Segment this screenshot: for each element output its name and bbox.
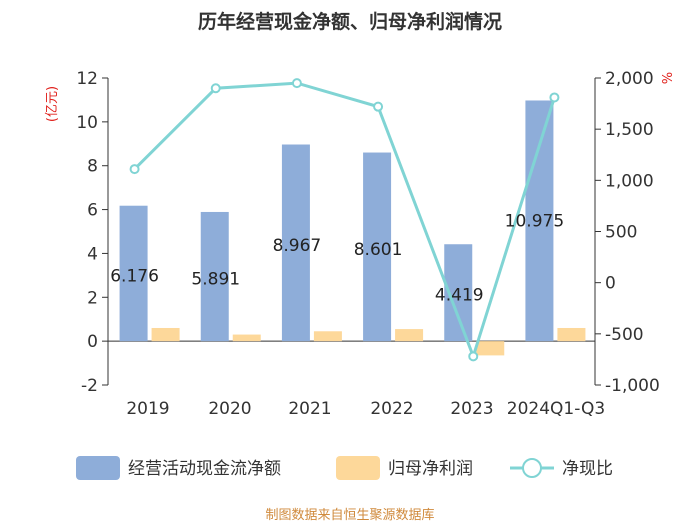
cash-flow-data-label: 5.891 (191, 270, 240, 290)
ratio-point (549, 92, 560, 103)
right-tick-label: 0 (605, 274, 616, 294)
cash-flow-bar (200, 211, 229, 342)
x-tick-label: 2019 (126, 399, 169, 419)
legend-label-net-profit[interactable]: 归母净利润 (388, 459, 473, 479)
legend[interactable]: 经营活动现金流净额 归母净利润 净现比 (76, 456, 613, 480)
legend-swatch-cash-flow[interactable] (76, 456, 120, 480)
data-labels: 6.176 5.891 8.967 8.601 4.419 10.975 (110, 211, 564, 305)
ratio-line-series (129, 78, 560, 362)
source-note: 制图数据来自恒生聚源数据库 (265, 507, 434, 523)
left-axis-unit: (亿元) (45, 86, 60, 122)
left-tick-label: -2 (81, 376, 98, 396)
cash-flow-bar (281, 144, 310, 342)
left-tick-label: 10 (76, 113, 98, 133)
right-tick-label: -500 (605, 325, 644, 345)
left-tick-label: 0 (87, 332, 98, 352)
ratio-point (129, 164, 140, 175)
right-tick-label: 1,500 (605, 120, 654, 140)
ratio-point (468, 351, 479, 362)
ratio-point (291, 78, 302, 89)
x-tick-label: 2021 (288, 399, 331, 419)
ratio-point (210, 83, 221, 94)
net-profit-bar (395, 329, 424, 342)
left-tick-label: 2 (87, 288, 98, 308)
right-tick-label: -1,000 (605, 376, 660, 396)
net-profit-bar (476, 341, 505, 356)
left-tick-label: 6 (87, 201, 98, 221)
chart-title: 历年经营现金净额、归母净利润情况 (198, 10, 502, 33)
right-tick-label: 1,000 (605, 171, 654, 191)
cash-flow-data-label: 6.176 (110, 266, 159, 286)
right-tick-label: 2,000 (605, 69, 654, 89)
net-profit-bar (313, 331, 342, 342)
cash-flow-data-label: 10.975 (505, 211, 564, 231)
ratio-line (133, 81, 556, 361)
right-tick-label: 500 (605, 223, 637, 243)
x-tick-label: 2022 (370, 399, 413, 419)
net-profit-bar (232, 334, 261, 342)
net-profit-bar (151, 327, 180, 342)
cash-flow-data-label: 8.601 (354, 240, 403, 260)
x-tick-label: 2024Q1-Q3 (507, 399, 605, 419)
cash-flow-bar (119, 205, 148, 342)
legend-swatch-ratio-marker[interactable] (522, 458, 542, 478)
ratio-point (373, 101, 384, 112)
legend-label-cash-flow[interactable]: 经营活动现金流净额 (128, 459, 281, 479)
left-tick-label: 4 (87, 244, 98, 264)
cash-flow-data-label: 4.419 (435, 286, 484, 306)
left-tick-label: 8 (87, 157, 98, 177)
cash-flow-bar (363, 152, 392, 342)
x-tick-label: 2023 (450, 399, 493, 419)
left-tick-label: 12 (76, 69, 98, 89)
net-profit-bar (557, 327, 586, 342)
legend-label-ratio[interactable]: 净现比 (562, 459, 613, 479)
right-axis-unit: % (658, 72, 673, 84)
x-tick-label: 2020 (208, 399, 251, 419)
axes: -2 0 2 4 6 8 10 12 -1,000 -500 0 500 1,000 1,500 2,000… (76, 69, 659, 419)
legend-swatch-net-profit[interactable] (336, 456, 380, 480)
cash-flow-data-label: 8.967 (273, 236, 322, 256)
